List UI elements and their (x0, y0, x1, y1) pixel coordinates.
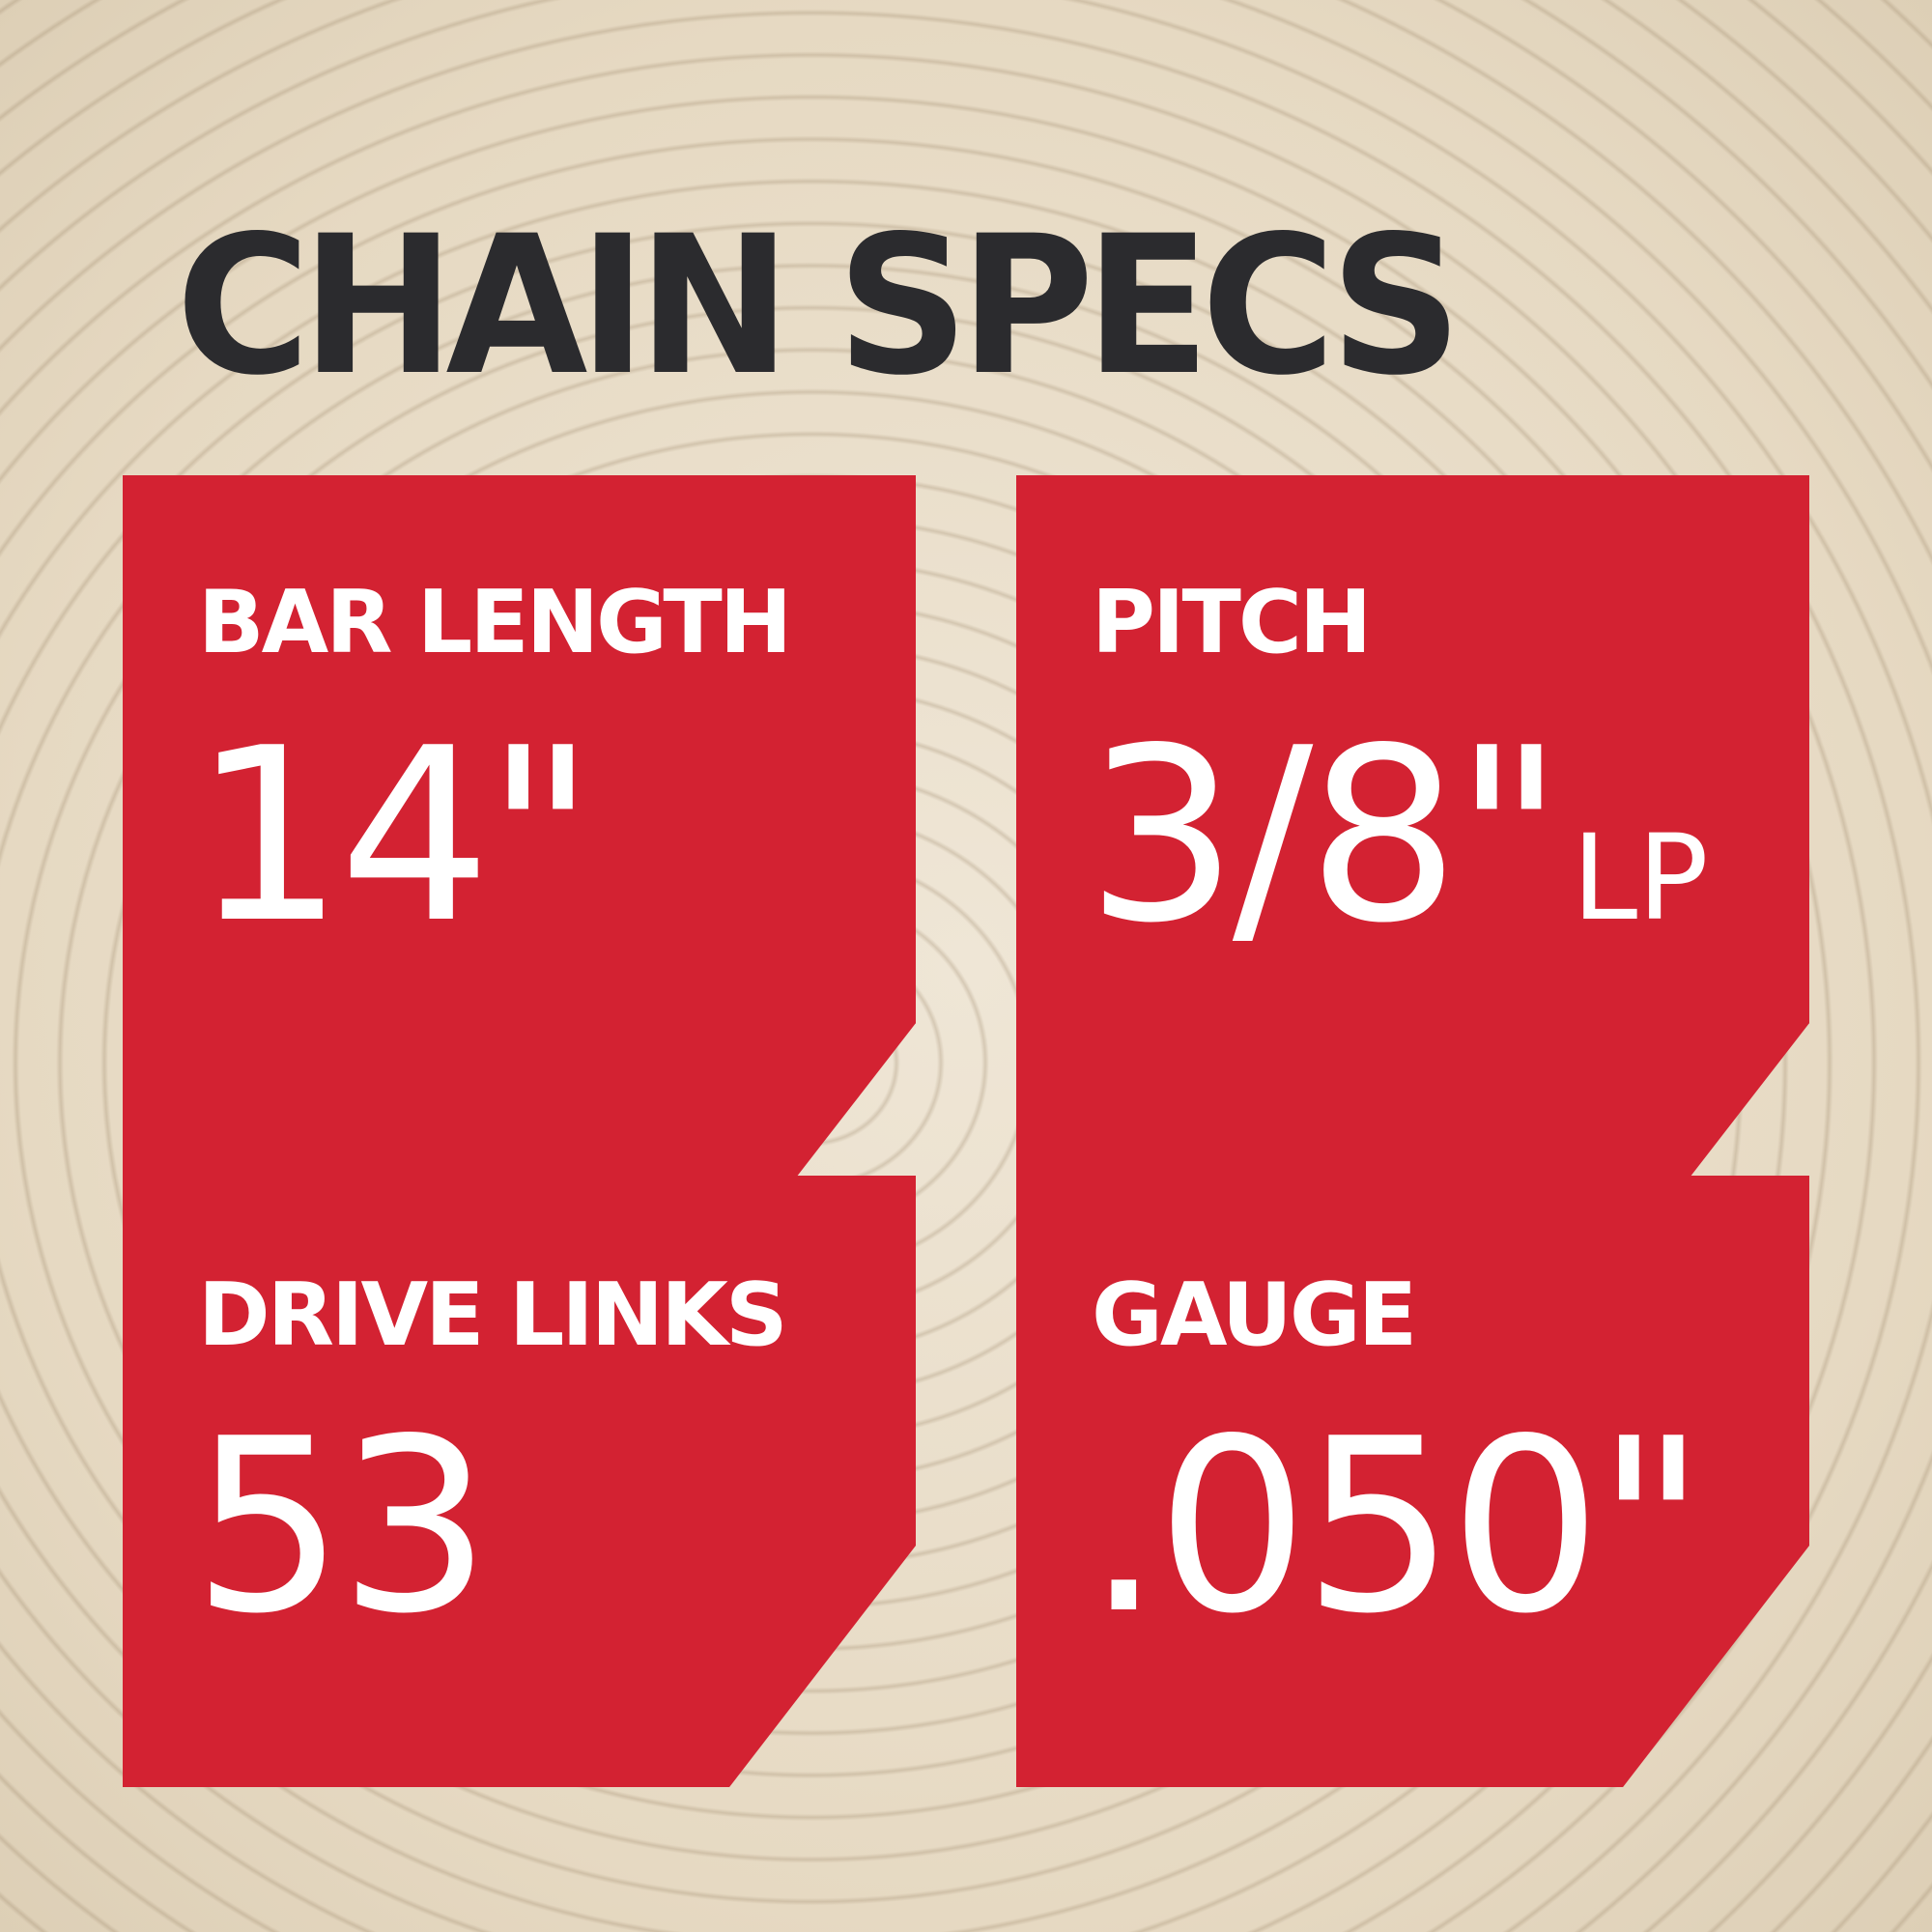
spec-label: BAR LENGTH (198, 572, 792, 673)
spec-card-bar-length: BAR LENGTH 14" (123, 475, 916, 1264)
spec-value-text: 14" (192, 697, 596, 976)
spec-card-gauge: GAUGE .050" (1016, 1176, 1809, 1787)
spec-unit: LP (1572, 810, 1709, 947)
spec-value-text: 53 (192, 1388, 492, 1666)
spec-label: PITCH (1092, 572, 1372, 673)
spec-value-text: .050" (1086, 1388, 1706, 1666)
spec-card-pitch: PITCH 3/8" LP (1016, 475, 1809, 1264)
spec-value-text: 3/8" (1086, 697, 1564, 976)
spec-label: GAUGE (1092, 1264, 1417, 1366)
spec-value: .050" (1086, 1407, 1706, 1647)
page-title: CHAIN SPECS (176, 194, 1463, 417)
spec-label: DRIVE LINKS (198, 1264, 788, 1366)
spec-value: 14" (192, 717, 596, 956)
spec-card-drive-links: DRIVE LINKS 53 (123, 1176, 916, 1787)
spec-value: 3/8" LP (1086, 717, 1709, 956)
spec-value: 53 (192, 1407, 492, 1647)
